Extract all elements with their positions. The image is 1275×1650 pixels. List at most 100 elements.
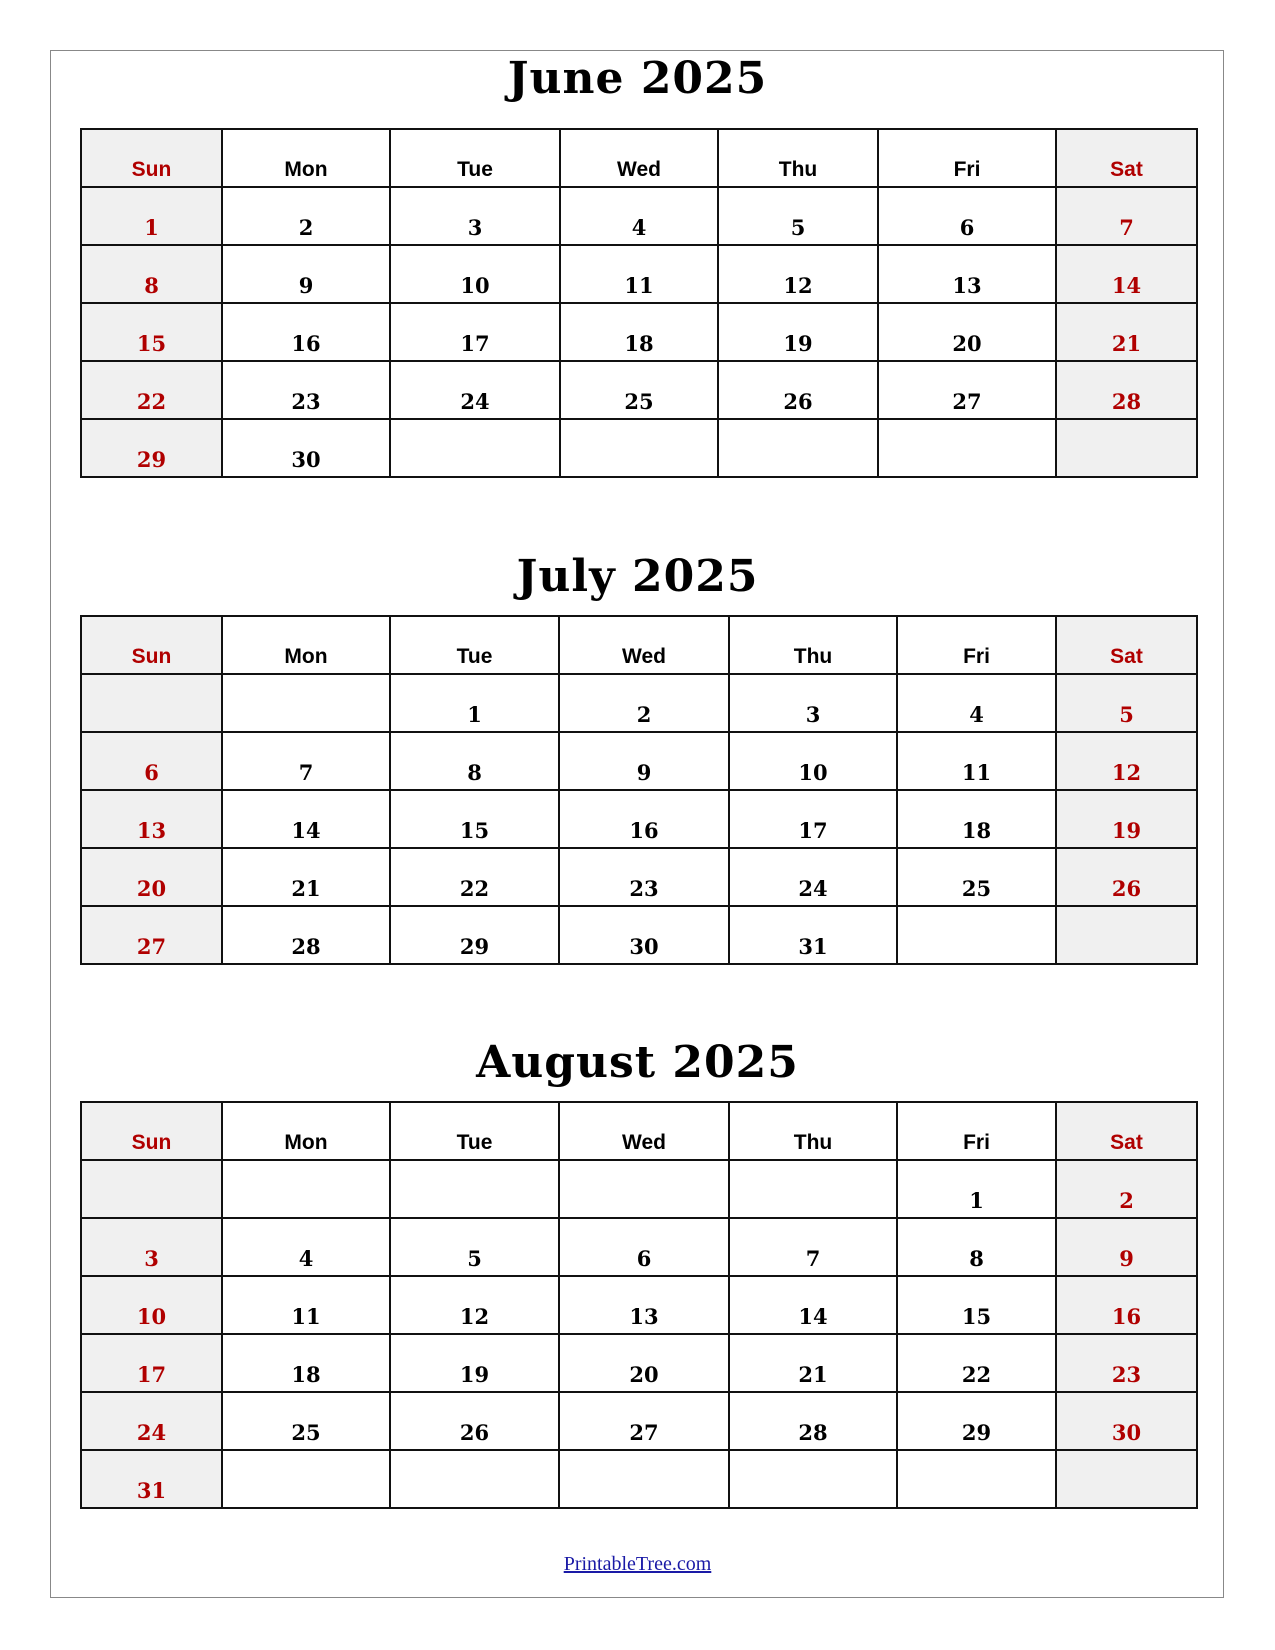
day-cell: 1 [896, 1159, 1057, 1219]
day-cell: 25 [221, 1391, 391, 1451]
empty-day-cell [221, 673, 391, 733]
weekday-mon: Mon [221, 128, 391, 188]
week-row: 31 [80, 1449, 1198, 1509]
day-cell: 22 [389, 847, 560, 907]
day-cell: 21 [1055, 302, 1198, 362]
day-cell: 10 [389, 244, 561, 304]
day-cell: 24 [728, 847, 898, 907]
week-row: 22 23 24 25 26 27 28 [80, 360, 1198, 420]
day-cell: 2 [1055, 1159, 1198, 1219]
day-cell: 9 [558, 731, 730, 791]
day-cell: 11 [559, 244, 719, 304]
day-cell: 30 [1055, 1391, 1198, 1451]
empty-day-cell [1055, 1449, 1198, 1509]
month-title: June 2025 [507, 53, 768, 104]
day-cell: 4 [559, 186, 719, 246]
day-cell: 28 [221, 905, 391, 965]
day-cell: 3 [728, 673, 898, 733]
weekday-header-row: Sun Mon Tue Wed Thu Fri Sat [80, 128, 1198, 188]
day-cell: 6 [558, 1217, 730, 1277]
day-cell: 2 [221, 186, 391, 246]
empty-day-cell [728, 1159, 898, 1219]
day-cell: 3 [389, 186, 561, 246]
weekday-sun: Sun [80, 128, 223, 188]
day-cell: 12 [717, 244, 879, 304]
weekday-sat: Sat [1055, 1101, 1198, 1161]
day-cell: 6 [877, 186, 1057, 246]
day-cell: 23 [558, 847, 730, 907]
day-cell: 26 [1055, 847, 1198, 907]
day-cell: 23 [1055, 1333, 1198, 1393]
week-row: 15 16 17 18 19 20 21 [80, 302, 1198, 362]
month-title: July 2025 [516, 551, 759, 602]
day-cell: 10 [80, 1275, 223, 1335]
day-cell: 19 [717, 302, 879, 362]
week-row: 17 18 19 20 21 22 23 [80, 1333, 1198, 1393]
empty-day-cell [559, 418, 719, 478]
week-row: 27 28 29 30 31 [80, 905, 1198, 965]
day-cell: 5 [717, 186, 879, 246]
day-cell: 3 [80, 1217, 223, 1277]
week-row: 29 30 [80, 418, 1198, 478]
weekday-fri: Fri [877, 128, 1057, 188]
day-cell: 20 [558, 1333, 730, 1393]
week-row: 8 9 10 11 12 13 14 [80, 244, 1198, 304]
day-cell: 1 [80, 186, 223, 246]
day-cell: 15 [80, 302, 223, 362]
empty-day-cell [728, 1449, 898, 1509]
day-cell: 20 [80, 847, 223, 907]
day-cell: 28 [728, 1391, 898, 1451]
day-cell: 25 [896, 847, 1057, 907]
day-cell: 27 [558, 1391, 730, 1451]
day-cell: 22 [896, 1333, 1057, 1393]
day-cell: 1 [389, 673, 560, 733]
weekday-tue: Tue [389, 615, 560, 675]
day-cell: 9 [1055, 1217, 1198, 1277]
empty-day-cell [389, 1159, 560, 1219]
weekday-thu: Thu [728, 1101, 898, 1161]
weekday-wed: Wed [558, 1101, 730, 1161]
month-grid: Sun Mon Tue Wed Thu Fri Sat 1 2 3 4 5 6 7 8 9 10 11 12 13 14… [80, 1101, 1198, 1509]
empty-day-cell [896, 1449, 1057, 1509]
week-row: 20 21 22 23 24 25 26 [80, 847, 1198, 907]
day-cell: 11 [221, 1275, 391, 1335]
day-cell: 14 [221, 789, 391, 849]
weekday-tue: Tue [389, 1101, 560, 1161]
weekday-wed: Wed [559, 128, 719, 188]
month-title: August 2025 [476, 1037, 799, 1088]
day-cell: 13 [877, 244, 1057, 304]
weekday-sat: Sat [1055, 128, 1198, 188]
empty-day-cell [558, 1449, 730, 1509]
day-cell: 10 [728, 731, 898, 791]
month-grid: Sun Mon Tue Wed Thu Fri Sat 1 2 3 4 5 6 7 8 9 10 11 12 13 14… [80, 128, 1198, 478]
weekday-wed: Wed [558, 615, 730, 675]
weekday-mon: Mon [221, 1101, 391, 1161]
day-cell: 14 [1055, 244, 1198, 304]
empty-day-cell [877, 418, 1057, 478]
empty-day-cell [389, 418, 561, 478]
day-cell: 20 [877, 302, 1057, 362]
weekday-sun: Sun [80, 615, 223, 675]
day-cell: 17 [389, 302, 561, 362]
week-row: 13 14 15 16 17 18 19 [80, 789, 1198, 849]
day-cell: 27 [877, 360, 1057, 420]
day-cell: 12 [1055, 731, 1198, 791]
day-cell: 6 [80, 731, 223, 791]
day-cell: 12 [389, 1275, 560, 1335]
weekday-sun: Sun [80, 1101, 223, 1161]
day-cell: 15 [896, 1275, 1057, 1335]
day-cell: 9 [221, 244, 391, 304]
day-cell: 14 [728, 1275, 898, 1335]
week-row: 10 11 12 13 14 15 16 [80, 1275, 1198, 1335]
day-cell: 7 [1055, 186, 1198, 246]
footer-link[interactable]: PrintableTree.com [563, 1553, 712, 1575]
month-grid: Sun Mon Tue Wed Thu Fri Sat 1 2 3 4 5 6 7 8 9 10 11 12 13 14… [80, 615, 1198, 965]
week-row: 6 7 8 9 10 11 12 [80, 731, 1198, 791]
day-cell: 30 [558, 905, 730, 965]
weekday-fri: Fri [896, 1101, 1057, 1161]
day-cell: 25 [559, 360, 719, 420]
